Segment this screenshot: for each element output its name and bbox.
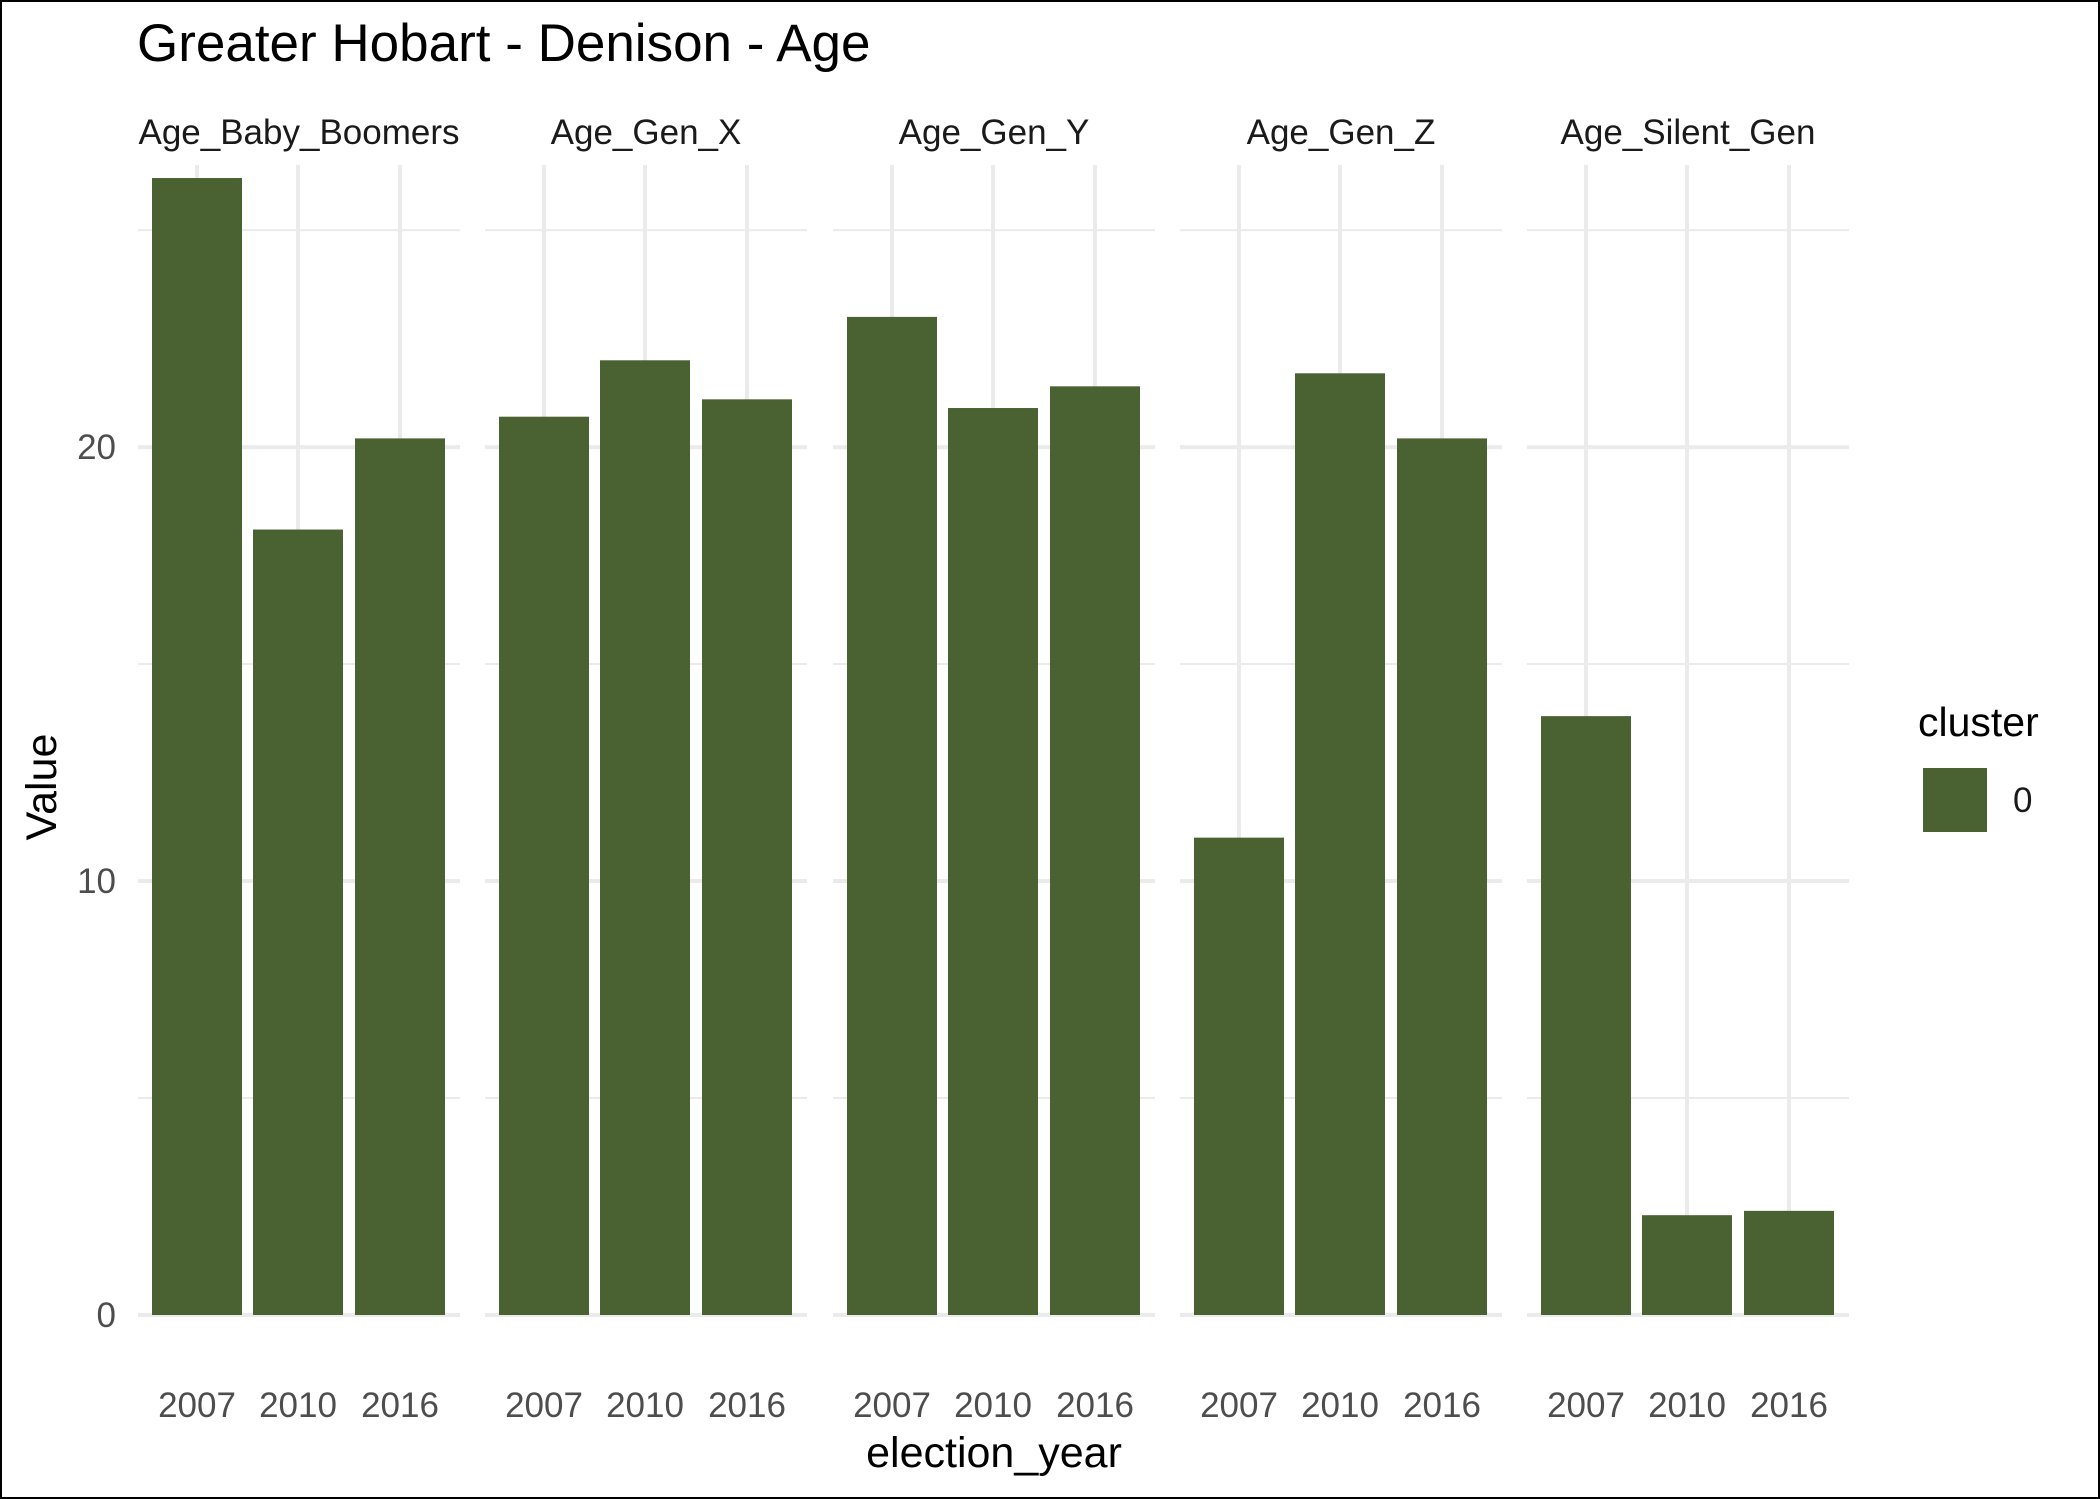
chart-title: Greater Hobart - Denison - Age (137, 14, 871, 73)
x-tick-label: 2007 (1547, 1386, 1625, 1425)
facet-strip-label: Age_Gen_X (551, 113, 742, 152)
x-tick-label: 2010 (606, 1386, 684, 1425)
x-tick-label: 2016 (1403, 1386, 1481, 1425)
bar (1744, 1210, 1834, 1315)
y-axis-ticks: 0 10 20 (77, 428, 116, 1335)
facet-panel: Age_Gen_Z 2007 2010 2016 (1180, 113, 1502, 1425)
bar (1642, 1215, 1732, 1315)
bar (847, 316, 937, 1315)
facet-strip-label: Age_Gen_Z (1247, 113, 1436, 152)
y-axis-title: Value (18, 734, 66, 841)
y-tick-label: 20 (77, 428, 116, 467)
x-tick-label: 2007 (158, 1386, 236, 1425)
bar (702, 399, 792, 1316)
legend: cluster 0 (1918, 699, 2039, 832)
bar (1397, 438, 1487, 1315)
facet-panel: Age_Silent_Gen 2007 2010 2016 (1527, 113, 1849, 1425)
facet-panel: Age_Baby_Boomers 2007 2010 2016 (138, 113, 460, 1425)
bar (1050, 386, 1140, 1315)
bar (253, 529, 343, 1315)
bar (600, 360, 690, 1315)
bar (1194, 837, 1284, 1315)
legend-key (1923, 768, 1987, 832)
x-tick-label: 2007 (505, 1386, 583, 1425)
facet-panel: Age_Gen_Y 2007 2010 2016 (833, 113, 1155, 1425)
x-tick-label: 2010 (1301, 1386, 1379, 1425)
x-axis-title: election_year (866, 1429, 1122, 1477)
x-tick-label: 2016 (1056, 1386, 1134, 1425)
x-tick-label: 2010 (259, 1386, 337, 1425)
legend-title: cluster (1918, 699, 2039, 745)
x-tick-label: 2016 (708, 1386, 786, 1425)
y-tick-label: 0 (97, 1296, 116, 1335)
bar (948, 408, 1038, 1315)
x-tick-label: 2007 (1200, 1386, 1278, 1425)
bar (1541, 716, 1631, 1315)
x-tick-label: 2016 (1750, 1386, 1828, 1425)
facet-strip-label: Age_Baby_Boomers (138, 113, 459, 152)
legend-label: 0 (2013, 781, 2032, 820)
bar (152, 178, 242, 1315)
facet-strip-label: Age_Gen_Y (899, 113, 1090, 152)
facet-strip-label: Age_Silent_Gen (1561, 113, 1816, 152)
x-tick-label: 2010 (954, 1386, 1032, 1425)
facet-panels: Age_Baby_Boomers 2007 2010 2016 Age_Gen_X 200… (138, 113, 1849, 1425)
bar (1295, 373, 1385, 1315)
bar (499, 416, 589, 1315)
bar (355, 438, 445, 1315)
x-tick-label: 2010 (1648, 1386, 1726, 1425)
x-tick-label: 2007 (853, 1386, 931, 1425)
facet-panel: Age_Gen_X 2007 2010 2016 (485, 113, 807, 1425)
x-tick-label: 2016 (361, 1386, 439, 1425)
y-tick-label: 10 (77, 862, 116, 901)
